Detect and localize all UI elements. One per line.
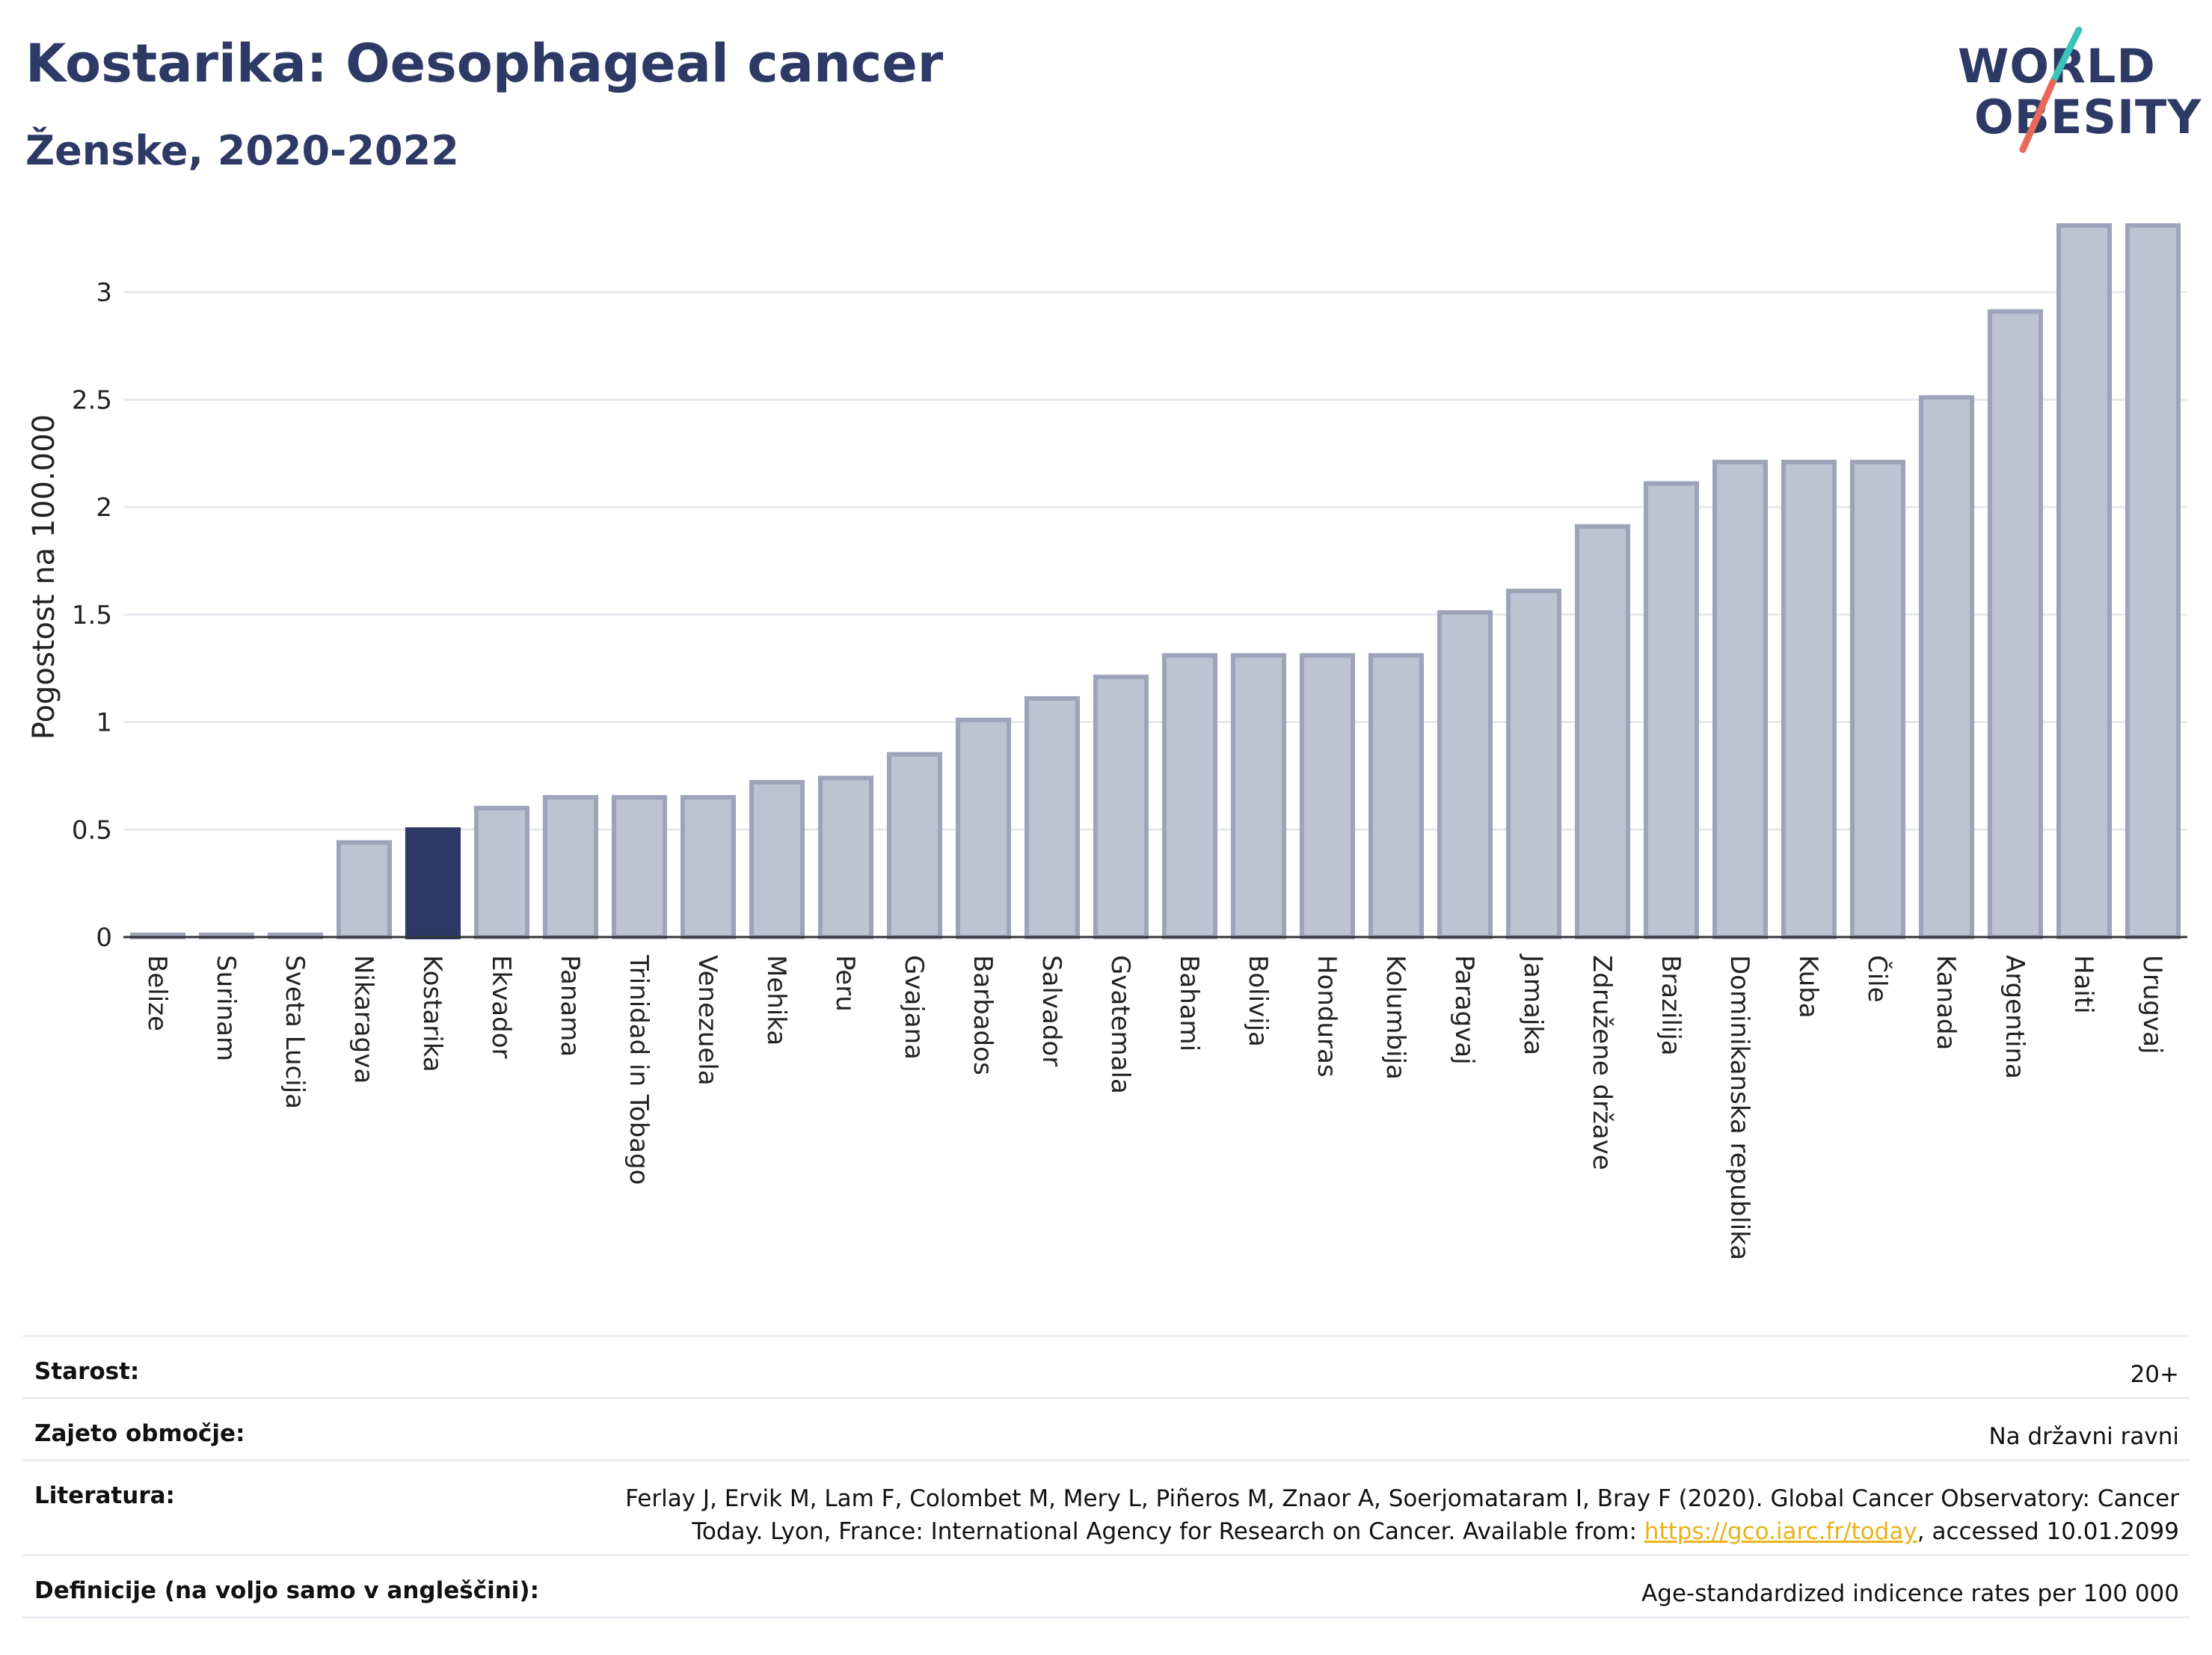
bar-kolumbija [1368,653,1425,939]
bar-honduras [1299,653,1356,939]
x-tick-label: Združene države [1587,955,1617,1170]
x-tick-label: Honduras [1312,955,1342,1078]
y-tick-label: 0 [96,923,112,953]
x-tick-label: Dominikanska republika [1724,955,1754,1260]
x-tick-label: Brazilija [1656,955,1686,1056]
bar-nikaragva [336,840,393,939]
x-tick-label: Surinam [211,955,241,1061]
bar-združene-države [1574,523,1631,939]
info-key: Literatura: [34,1482,175,1509]
info-value: Na državni ravni [1988,1423,2179,1450]
info-key: Starost: [34,1358,140,1385]
bar-panama [542,795,599,939]
page-subtitle: Ženske, 2020-2022 [25,127,459,174]
literature-link[interactable]: https://gco.iarc.fr/today [1644,1518,1917,1545]
x-tick-label: Haiti [2068,955,2098,1014]
x-tick-label: Bolivija [1243,955,1273,1047]
info-row-age: Starost: 20+ [22,1335,2190,1397]
x-tick-label: Kostarika [417,955,447,1072]
info-value: Ferlay J, Ervik M, Lam F, Colombet M, Me… [534,1482,2179,1548]
bar-trinidad-in-tobago [611,795,668,939]
x-tick-label: Ekvador [486,955,516,1059]
x-tick-label: Bahami [1174,955,1204,1051]
bar-mehika [749,780,805,939]
bar-dominikanska-republika [1712,459,1769,939]
x-tick-label: Panama [555,955,585,1057]
info-row-definitions: Definicije (na voljo samo v angleščini):… [22,1554,2190,1618]
bar-gvatemala [1093,675,1149,940]
x-tick-label: Kolumbija [1380,955,1410,1080]
x-tick-label: Nikaragva [348,955,378,1084]
x-tick-label: Čile [1862,955,1893,1003]
y-tick-label: 3 [96,278,112,308]
x-tick-label: Kanada [1931,955,1961,1050]
y-tick-label: 0.5 [72,815,112,845]
x-tick-label: Jamajka [1518,954,1548,1055]
bar-kostarika [405,827,461,940]
x-tick-label: Venezuela [692,955,722,1086]
bar-venezuela [680,795,737,939]
bar-kanada [1918,395,1975,940]
logo-slash-icon [2019,26,2083,153]
y-tick-label: 1 [96,708,112,738]
bar-peru [817,776,874,939]
literature-line-2-pre: Today. Lyon, France: International Agenc… [692,1518,1644,1545]
x-tick-label: Mehika [761,955,791,1045]
bar-bolivija [1230,653,1287,939]
world-obesity-logo: WORLD OBESITY [1944,22,2202,157]
bar-bahami [1161,653,1218,939]
x-tick-label: Urugvaj [2137,955,2167,1054]
literature-line-1: Ferlay J, Ervik M, Lam F, Colombet M, Me… [625,1485,2179,1512]
logo-line-1: WORLD [1958,39,2156,93]
bar-salvador [1024,696,1081,940]
info-row-coverage: Zajeto območje: Na državni ravni [22,1397,2190,1459]
info-value: 20+ [2130,1361,2179,1388]
x-tick-label: Peru [830,955,860,1012]
info-value: Age-standardized indicence rates per 100… [1641,1580,2179,1607]
info-key: Zajeto območje: [34,1420,245,1447]
info-table: Starost: 20+ Zajeto območje: Na državni … [22,1335,2190,1618]
bar-paragvaj [1437,610,1493,939]
info-key: Definicije (na voljo samo v angleščini): [34,1577,539,1604]
x-tick-label: Salvador [1036,955,1066,1066]
bar-urugvaj [2125,223,2181,939]
bar-haiti [2056,223,2113,939]
y-axis-label: Pogostost na 100.000 [27,414,61,740]
logo-line-2: OBESITY [1974,90,2202,144]
x-tick-label: Belize [142,955,172,1031]
bar-gvajana [886,752,943,940]
x-tick-label: Sveta Lucija [280,955,310,1109]
literature-line-2-post: , accessed 10.01.2099 [1917,1518,2179,1545]
x-tick-label: Kuba [1793,955,1823,1019]
x-tick-label: Trinidad in Tobago [624,954,654,1185]
x-tick-label: Paragvaj [1449,955,1479,1065]
bar-ekvador [473,805,530,940]
y-tick-label: 2 [96,493,112,523]
y-tick-label: 1.5 [72,601,112,630]
y-tick-label: 2.5 [72,385,112,415]
bar-čile [1849,459,1906,939]
x-tick-label: Argentina [2000,955,2030,1079]
bar-barbados [955,717,1012,939]
bar-brazilija [1643,481,1700,939]
bar-jamajka [1505,589,1562,939]
page-title: Kostarika: Oesophageal cancer [25,33,944,94]
x-tick-label: Gvajana [899,955,929,1060]
bar-chart: 0 0.5 1 1.5 2 2.5 3 Pogostost na 100.000 Belize S… [27,223,2187,1260]
bar-argentina [1987,309,2044,939]
bar-kuba [1781,459,1837,939]
x-tick-label: Barbados [968,955,998,1075]
info-row-literature: Literatura: Ferlay J, Ervik M, Lam F, Co… [22,1459,2190,1554]
x-tick-label: Gvatemala [1105,955,1135,1094]
